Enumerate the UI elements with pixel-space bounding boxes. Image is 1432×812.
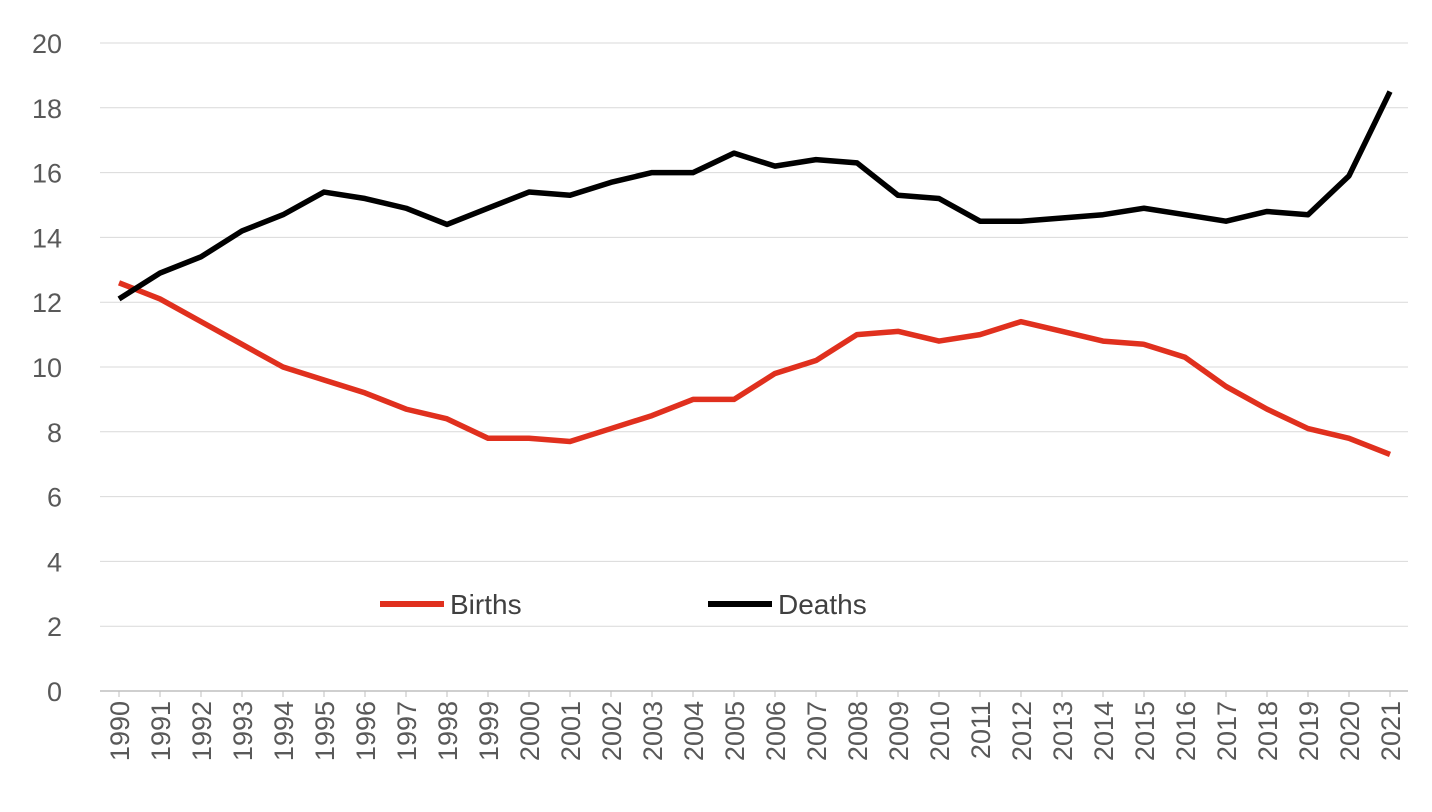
x-tick-label: 2016 xyxy=(1171,701,1201,761)
y-tick-label: 20 xyxy=(32,29,62,59)
y-axis-ticks: 0 2 4 6 8 10 12 14 16 18 20 xyxy=(32,29,62,707)
x-axis-ticks: 1990 1991 1992 1993 1994 1995 1996 1997 1998 1999… xyxy=(105,691,1406,761)
x-tick-label: 1998 xyxy=(433,701,463,761)
y-tick-label: 16 xyxy=(32,159,62,189)
x-tick-label: 1991 xyxy=(146,701,176,761)
x-tick-label: 1990 xyxy=(105,701,135,761)
legend-label-deaths: Deaths xyxy=(778,589,867,620)
x-tick-label: 1993 xyxy=(228,701,258,761)
legend: Births Deaths xyxy=(380,589,867,620)
series-line-births xyxy=(117,280,1392,458)
x-tick-label: 1995 xyxy=(310,701,340,761)
x-tick-label: 2017 xyxy=(1212,701,1242,761)
y-tick-label: 0 xyxy=(47,677,62,707)
series-line-deaths xyxy=(117,90,1393,302)
x-tick-label: 2012 xyxy=(1007,701,1037,761)
x-tick-label: 2006 xyxy=(761,701,791,761)
y-tick-label: 4 xyxy=(47,547,62,577)
x-tick-label: 2002 xyxy=(597,701,627,761)
y-tick-label: 10 xyxy=(32,353,62,383)
y-tick-label: 12 xyxy=(32,288,62,318)
x-tick-label: 2005 xyxy=(720,701,750,761)
x-tick-label: 2000 xyxy=(515,701,545,761)
y-tick-label: 8 xyxy=(47,418,62,448)
x-tick-label: 1994 xyxy=(269,701,299,761)
x-tick-label: 2015 xyxy=(1130,701,1160,761)
x-tick-label: 2010 xyxy=(925,701,955,761)
y-tick-label: 18 xyxy=(32,94,62,124)
x-tick-label: 2004 xyxy=(679,701,709,761)
x-tick-label: 2009 xyxy=(884,701,914,761)
y-tick-label: 2 xyxy=(47,612,62,642)
x-tick-label: 2013 xyxy=(1048,701,1078,761)
x-tick-label: 1996 xyxy=(351,701,381,761)
y-tick-label: 14 xyxy=(32,223,62,253)
x-tick-label: 2021 xyxy=(1376,701,1406,761)
x-tick-label: 2019 xyxy=(1294,701,1324,761)
series-lines xyxy=(117,90,1393,458)
legend-label-births: Births xyxy=(450,589,522,620)
x-tick-label: 1999 xyxy=(474,701,504,761)
gridlines xyxy=(100,42,1408,692)
x-tick-label: 1997 xyxy=(392,701,422,761)
x-tick-label: 2007 xyxy=(802,701,832,761)
x-tick-label: 2008 xyxy=(843,701,873,761)
x-tick-label: 2020 xyxy=(1335,701,1365,761)
x-tick-label: 1992 xyxy=(187,701,217,761)
x-tick-label: 2014 xyxy=(1089,701,1119,761)
x-tick-label: 2011 xyxy=(966,701,996,759)
x-tick-label: 2018 xyxy=(1253,701,1283,761)
x-tick-label: 2003 xyxy=(638,701,668,761)
x-tick-label: 2001 xyxy=(556,701,586,761)
y-tick-label: 6 xyxy=(47,483,62,513)
